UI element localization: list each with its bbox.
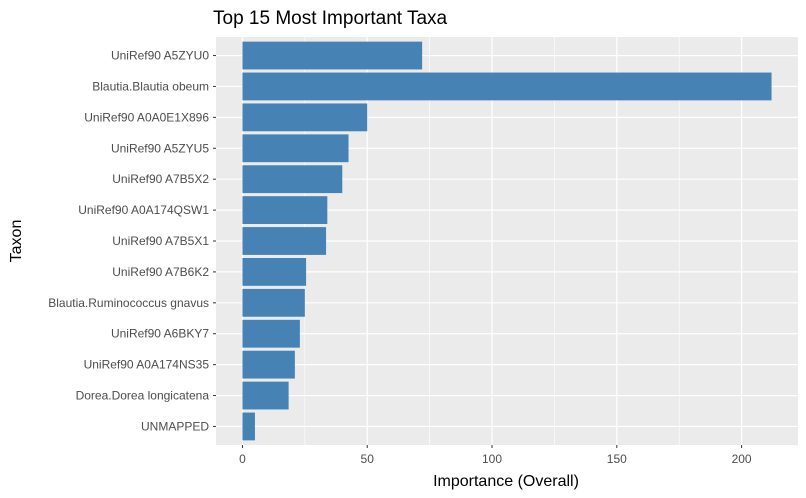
bars [242,41,772,441]
bar [242,258,307,286]
x-tick-label: 150 [607,452,627,466]
y-tick-label: UniRef90 A0A0E1X896 [84,110,209,124]
bar [242,103,368,132]
y-tick-label: Blautia.Blautia obeum [92,79,209,93]
x-tick-label: 50 [361,452,375,466]
bar [242,288,305,317]
y-tick-label: UniRef90 A7B5X2 [112,172,209,186]
chart-title: Top 15 Most Important Taxa [213,8,448,29]
y-axis: UniRef90 A5ZYU0 Blautia.Blautia obeum UniR… [48,49,216,433]
y-tick-label: UniRef90 A5ZYU0 [111,49,209,63]
x-tick-label: 100 [482,452,502,466]
bar [242,381,289,410]
bar [242,350,295,379]
y-tick-label: UniRef90 A7B6K2 [112,265,209,279]
bar [242,134,349,163]
bar [242,412,255,441]
bar [242,319,300,348]
y-tick-label: UniRef90 A0A174NS35 [84,358,210,372]
y-tick-label: UniRef90 A6BKY7 [111,327,209,341]
x-axis-title: Importance (Overall) [433,473,579,490]
x-tick-label: 200 [732,452,752,466]
x-tick-label: 0 [239,452,246,466]
bar [242,227,327,255]
y-tick-label: UniRef90 A5ZYU5 [111,141,209,155]
y-tick-label: UniRef90 A7B5X1 [112,234,209,248]
bar [242,196,328,224]
y-axis-title: Taxon [8,220,25,263]
bar [242,165,343,194]
y-tick-label: UniRef90 A0A174QSW1 [78,203,209,217]
y-tick-label: Dorea.Dorea longicatena [76,389,210,403]
bar [242,41,423,70]
y-tick-label: UNMAPPED [141,419,209,433]
y-tick-label: Blautia.Ruminococcus gnavus [48,296,209,310]
bar [242,72,772,101]
x-axis: 0 50 100 150 200 [239,445,752,466]
